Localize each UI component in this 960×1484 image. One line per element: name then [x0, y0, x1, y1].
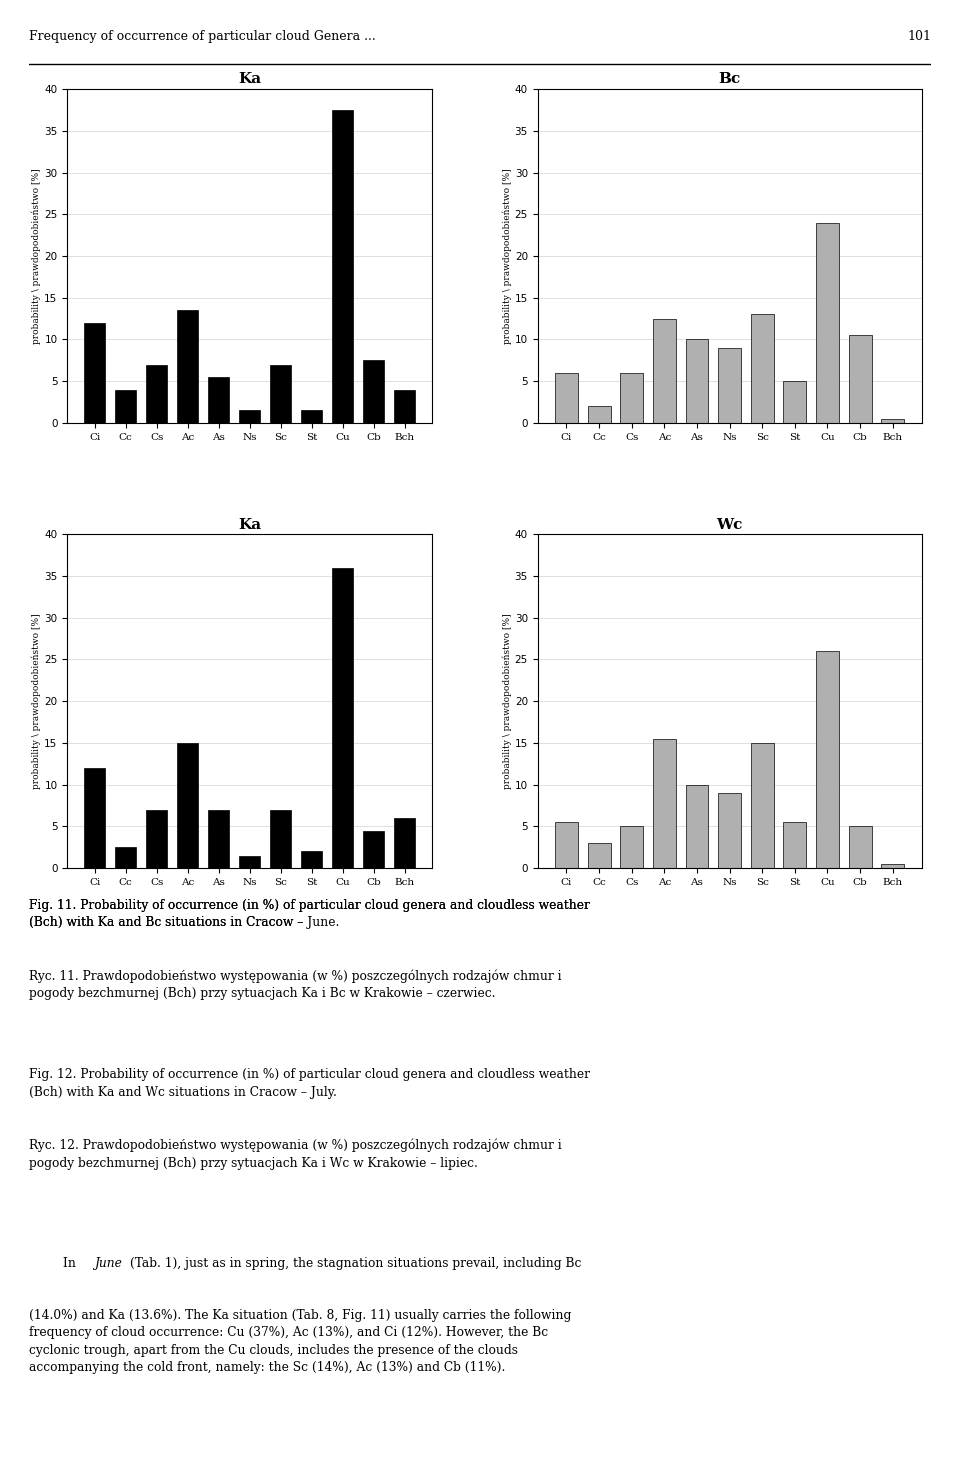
Text: Ryc. 12. Prawdopodobieństwo występowania (w %) poszczególnych rodzajów chmur i
p: Ryc. 12. Prawdopodobieństwo występowania… [29, 1138, 562, 1169]
Y-axis label: probability \ prawdopodobieństwo [%]: probability \ prawdopodobieństwo [%] [32, 613, 41, 789]
Bar [300, 852, 323, 868]
Bar [300, 411, 323, 423]
Bar [816, 223, 839, 423]
Y-axis label: probability \ prawdopodobieństwo [%]: probability \ prawdopodobieństwo [%] [32, 168, 41, 344]
Bar [332, 567, 353, 868]
Bar [177, 743, 199, 868]
Bar [620, 372, 643, 423]
Text: (Tab. 1), just as in spring, the stagnation situations prevail, including Bc: (Tab. 1), just as in spring, the stagnat… [127, 1257, 582, 1270]
Bar [177, 310, 199, 423]
Bar [685, 340, 708, 423]
Text: Frequency of occurrence of particular cloud Genera ...: Frequency of occurrence of particular cl… [29, 30, 375, 43]
Text: In: In [63, 1257, 80, 1270]
Title: Ka: Ka [238, 73, 261, 86]
Bar [653, 739, 676, 868]
Bar [783, 381, 806, 423]
Bar [685, 785, 708, 868]
Bar [115, 847, 136, 868]
Text: Fig. 11. Probability of occurrence (in %) of particular cloud genera and cloudle: Fig. 11. Probability of occurrence (in %… [29, 899, 589, 929]
Bar [588, 843, 611, 868]
Bar [84, 322, 106, 423]
Bar [146, 810, 167, 868]
Y-axis label: probability \ prawdopodobieństwo [%]: probability \ prawdopodobieństwo [%] [502, 613, 512, 789]
Bar [620, 827, 643, 868]
Text: June: June [94, 1257, 122, 1270]
Bar [849, 827, 872, 868]
Bar [363, 831, 384, 868]
Bar [555, 822, 578, 868]
Bar [881, 864, 904, 868]
Title: Ka: Ka [238, 518, 261, 531]
Title: Wc: Wc [716, 518, 743, 531]
Bar [718, 792, 741, 868]
Bar [270, 365, 292, 423]
Bar [588, 407, 611, 423]
Text: Ryc. 11. Prawdopodobieństwo występowania (w %) poszczególnych rodzajów chmur i
p: Ryc. 11. Prawdopodobieństwo występowania… [29, 969, 562, 1000]
Bar [783, 822, 806, 868]
Bar [115, 390, 136, 423]
Bar [207, 377, 229, 423]
Bar [207, 810, 229, 868]
Bar [84, 769, 106, 868]
Bar [239, 411, 260, 423]
Bar [270, 810, 292, 868]
Bar [332, 110, 353, 423]
Bar [146, 365, 167, 423]
Bar [849, 335, 872, 423]
Text: Fig. 11. Probability of occurrence (in %) of particular cloud genera and cloudle: Fig. 11. Probability of occurrence (in %… [29, 899, 589, 929]
Bar [394, 818, 416, 868]
Text: 101: 101 [907, 30, 931, 43]
Bar [751, 315, 774, 423]
Bar [653, 319, 676, 423]
Y-axis label: probability \ prawdopodobieństwo [%]: probability \ prawdopodobieństwo [%] [502, 168, 512, 344]
Bar [751, 743, 774, 868]
Bar [816, 651, 839, 868]
Title: Bc: Bc [718, 73, 741, 86]
Bar [394, 390, 416, 423]
Bar [363, 361, 384, 423]
Bar [881, 418, 904, 423]
Bar [555, 372, 578, 423]
Bar [239, 856, 260, 868]
Text: (14.0%) and Ka (13.6%). The Ka situation (Tab. 8, Fig. 11) usually carries the f: (14.0%) and Ka (13.6%). The Ka situation… [29, 1309, 571, 1374]
Text: Fig. 12. Probability of occurrence (in %) of particular cloud genera and cloudle: Fig. 12. Probability of occurrence (in %… [29, 1068, 589, 1098]
Bar [718, 347, 741, 423]
